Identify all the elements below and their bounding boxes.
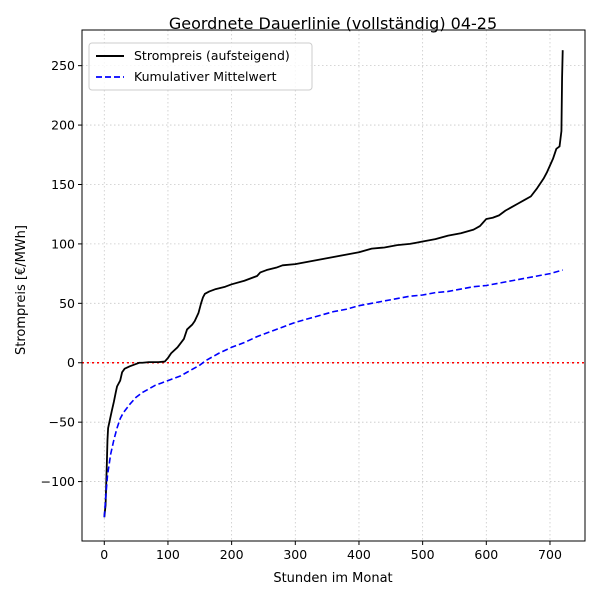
y-tick-label: 200 xyxy=(51,118,75,133)
y-tick-label: 100 xyxy=(51,236,75,251)
x-tick-label: 100 xyxy=(156,547,180,562)
legend: Strompreis (aufsteigend) Kumulativer Mit… xyxy=(88,42,313,91)
y-axis-title: Strompreis [€/MWh] xyxy=(14,225,29,355)
series-line-strompreis xyxy=(103,50,564,518)
legend-label-kumulativer-mittelwert: Kumulativer Mittelwert xyxy=(134,69,277,84)
grid xyxy=(82,30,585,541)
y-tick-label: 150 xyxy=(51,177,75,192)
x-axis: 0 100 200 300 400 500 600 700 xyxy=(100,541,562,562)
chart-title: Geordnete Dauerlinie (vollständig) 04-25 xyxy=(169,14,497,33)
x-tick-label: 200 xyxy=(220,547,244,562)
plot-area xyxy=(81,29,586,542)
y-tick-label: 50 xyxy=(59,296,75,311)
legend-label-strompreis: Strompreis (aufsteigend) xyxy=(134,48,290,63)
x-tick-label: 500 xyxy=(411,547,435,562)
x-tick-label: 600 xyxy=(474,547,498,562)
x-axis-title: Stunden im Monat xyxy=(273,571,392,586)
y-tick-label: 250 xyxy=(51,58,75,73)
series-line-kumulativer-mittelwert xyxy=(103,269,563,518)
x-tick-label: 700 xyxy=(538,547,562,562)
series-layer xyxy=(103,50,564,518)
x-tick-label: 400 xyxy=(347,547,371,562)
y-tick-label: 0 xyxy=(67,355,75,370)
x-tick-label: 300 xyxy=(283,547,307,562)
legend-box xyxy=(88,42,313,91)
x-tick-label: 0 xyxy=(100,547,108,562)
y-tick-label: −100 xyxy=(41,474,75,489)
y-tick-label: −50 xyxy=(49,415,75,430)
y-axis: −100 −50 0 50 100 150 200 250 xyxy=(41,58,82,489)
